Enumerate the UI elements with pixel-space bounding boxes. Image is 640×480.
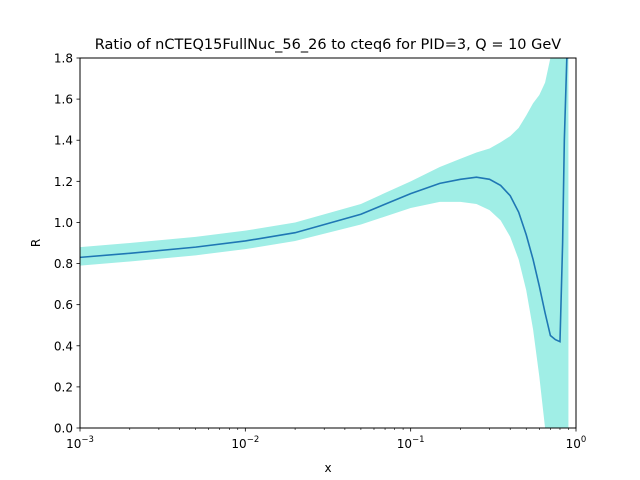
x-tick-exponent: −2 xyxy=(247,435,260,445)
y-tick-label: 1.0 xyxy=(54,216,73,230)
y-tick-label: 0.2 xyxy=(54,380,73,394)
x-axis: 10−3 10−2 10−1 100 xyxy=(66,428,586,451)
x-tick-base: 10 xyxy=(566,437,581,451)
y-axis-label: R xyxy=(29,239,43,247)
y-tick-label: 1.8 xyxy=(54,52,73,66)
x-tick-label: 100 xyxy=(566,435,587,451)
uncertainty-band xyxy=(80,58,569,428)
y-tick-label: 0.8 xyxy=(54,257,73,271)
x-tick-base: 10 xyxy=(231,437,246,451)
x-tick-base: 10 xyxy=(397,437,412,451)
y-tick-label: 0.0 xyxy=(54,422,73,436)
x-tick-base: 10 xyxy=(66,437,81,451)
y-tick-label: 0.4 xyxy=(54,339,73,353)
y-tick-label: 1.2 xyxy=(54,175,73,189)
x-tick-exponent: −1 xyxy=(412,435,425,445)
x-tick-label: 10−3 xyxy=(66,435,94,451)
axes-frame xyxy=(79,57,577,429)
chart-title: Ratio of nCTEQ15FullNuc_56_26 to cteq6 f… xyxy=(95,37,562,53)
x-tick-exponent: 0 xyxy=(581,435,586,445)
y-tick-label: 0.6 xyxy=(54,298,73,312)
x-tick-exponent: −3 xyxy=(81,435,94,445)
y-tick-label: 1.4 xyxy=(54,134,73,148)
y-tick-label: 1.6 xyxy=(54,93,73,107)
central-value-line xyxy=(80,58,569,343)
y-axis: 0.0 0.2 0.4 0.6 0.8 1.0 1.2 1.4 1.6 1.8 xyxy=(54,52,80,436)
plot-area xyxy=(80,58,569,428)
x-axis-label: x xyxy=(324,461,331,475)
x-tick-label: 10−1 xyxy=(397,435,425,451)
x-tick-label: 10−2 xyxy=(231,435,259,451)
